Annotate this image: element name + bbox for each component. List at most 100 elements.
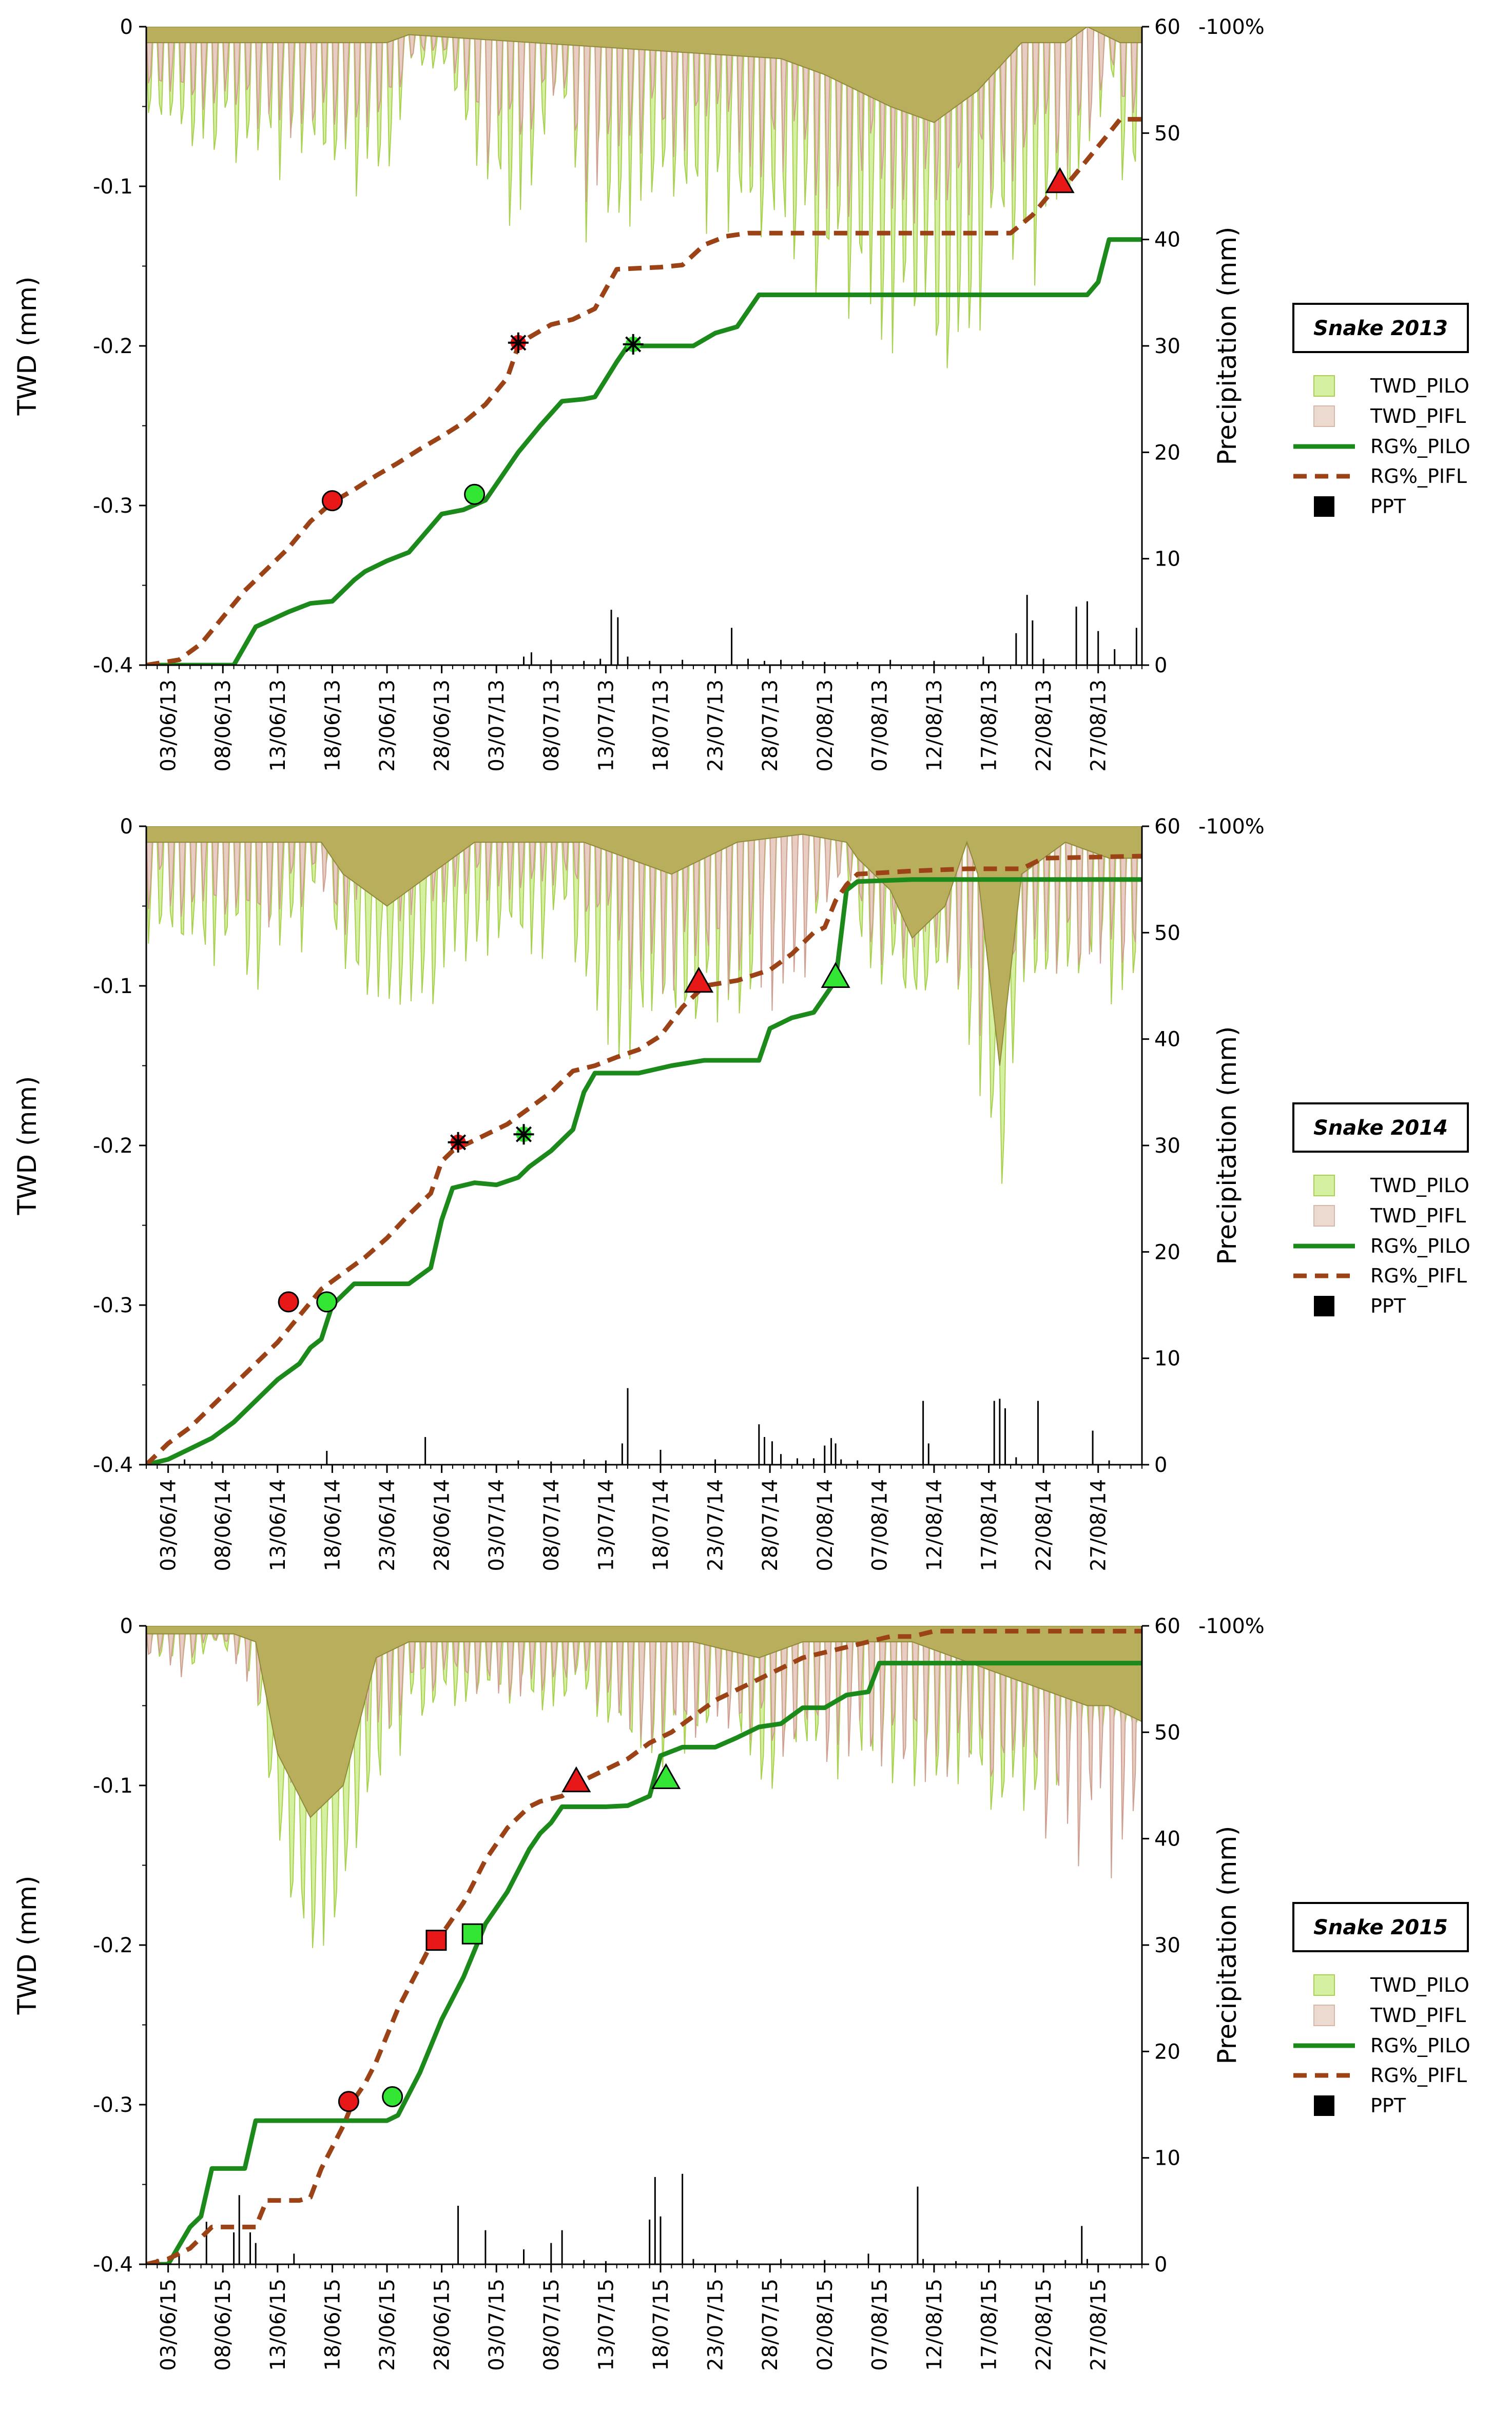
legend: Snake 2013 TWD_PILO TWD_PIFL RG%_PILO RG%_PI… <box>1292 303 1470 518</box>
x-tick-label: 08/06/13 <box>211 679 235 772</box>
x-tick-label: 02/08/14 <box>813 1479 837 1571</box>
x-tick-label: 17/08/13 <box>978 679 1001 772</box>
legend-label: RG%_PIFL <box>1370 2064 1467 2087</box>
legend-title: Snake 2014 <box>1313 1116 1448 1140</box>
left-tick-label: -0.2 <box>93 1934 133 1957</box>
x-tick-label: 07/08/14 <box>868 1479 891 1571</box>
legend-label: PPT <box>1370 1295 1406 1317</box>
x-tick-label: 23/06/13 <box>376 679 399 772</box>
x-tick-label: 03/06/14 <box>157 1479 181 1571</box>
x-tick-label: 07/08/13 <box>868 679 891 772</box>
marker-triangle <box>1045 167 1075 193</box>
x-tick-label: 23/07/14 <box>704 1479 728 1571</box>
x-tick-label: 12/08/14 <box>923 1479 946 1571</box>
right-tick-label: 30 <box>1154 1934 1180 1957</box>
x-tick-label: 22/08/14 <box>1032 1479 1056 1571</box>
x-tick-label: 12/08/15 <box>923 2279 946 2371</box>
legend-label: PPT <box>1370 2094 1406 2117</box>
star-ray <box>515 1126 532 1142</box>
right-tick-label: 10 <box>1154 1347 1180 1371</box>
right-tick-label: 60 <box>1154 1615 1180 1638</box>
marker-star-rays <box>448 1132 469 1153</box>
x-tick-label: 13/06/13 <box>266 679 290 772</box>
right-tick-label: 60 <box>1154 815 1180 839</box>
marker-triangle <box>561 1766 591 1793</box>
left-tick-label: 0 <box>120 815 133 839</box>
chart-panel-3: 0 -0.1 -0.2 -0.3 -0.4 60 50 40 30 20 10 0 -100% 03/06… <box>12 1615 1470 2371</box>
left-axis-label: TWD (mm) <box>12 1876 42 2015</box>
x-tick-label: 08/07/14 <box>540 1479 564 1571</box>
star-ray <box>510 335 527 351</box>
legend: Snake 2015 TWD_PILO TWD_PIFL RG%_PILO RG%_PI… <box>1292 1902 1470 2117</box>
left-tick-label: -0.3 <box>93 494 133 518</box>
right-tick-label: 50 <box>1154 921 1180 945</box>
x-tick-label: 22/08/15 <box>1032 2279 1056 2371</box>
left-tick-label: -0.1 <box>93 975 133 998</box>
twd-base-area <box>146 1626 1142 1818</box>
right-tick-label: 0 <box>1154 654 1167 677</box>
left-axis-label: TWD (mm) <box>12 1076 42 1216</box>
left-tick-label: -0.1 <box>93 175 133 199</box>
legend-swatch-twd-pifl <box>1313 1205 1335 1227</box>
left-tick-label: -0.3 <box>93 2093 133 2117</box>
marker-star-rays <box>623 334 644 355</box>
plot-area <box>146 27 1142 665</box>
x-tick-label: 12/08/13 <box>923 679 946 772</box>
right-tick-label: 0 <box>1154 1453 1167 1477</box>
x-tick-label: 28/07/15 <box>759 2279 782 2371</box>
right-top-label: -100% <box>1198 1615 1265 1638</box>
x-tick-label: 28/07/13 <box>759 679 782 772</box>
x-tick-label: 13/07/13 <box>594 679 618 772</box>
x-tick-label: 08/07/13 <box>540 679 564 772</box>
x-tick-label: 23/07/15 <box>704 2279 728 2371</box>
legend-swatch-twd-pifl <box>1313 2005 1335 2026</box>
rg-pifl-line <box>146 853 1142 1465</box>
x-tick-label: 02/08/15 <box>813 2279 837 2371</box>
right-tick-label: 40 <box>1154 1828 1180 1851</box>
marker-square <box>425 1930 447 1951</box>
x-tick-label: 28/06/13 <box>431 679 454 772</box>
left-tick-label: -0.4 <box>93 654 133 677</box>
x-tick-label: 13/07/15 <box>594 2279 618 2371</box>
legend-title: Snake 2015 <box>1313 1916 1448 1939</box>
x-tick-label: 13/06/14 <box>266 1479 290 1571</box>
x-tick-label: 23/06/14 <box>376 1479 399 1571</box>
left-tick-label: -0.2 <box>93 335 133 358</box>
twd-base-area <box>146 826 1142 1066</box>
marker-circle <box>278 1291 299 1313</box>
legend-swatch-twd-pilo <box>1313 1175 1335 1196</box>
x-tick-label: 23/06/15 <box>376 2279 399 2371</box>
legend-label: TWD_PIFL <box>1370 2004 1466 2027</box>
right-tick-label: 10 <box>1154 548 1180 571</box>
marker-triangle <box>821 962 850 988</box>
x-tick-label: 03/06/13 <box>157 679 181 772</box>
marker-circle <box>338 2091 359 2112</box>
x-tick-label: 17/08/14 <box>978 1479 1001 1571</box>
x-tick-label: 27/08/13 <box>1087 679 1111 772</box>
left-tick-label: -0.4 <box>93 2253 133 2277</box>
x-tick-label: 23/07/13 <box>704 679 728 772</box>
star-ray <box>450 1134 467 1151</box>
left-tick-label: 0 <box>120 15 133 39</box>
x-tick-label: 18/07/14 <box>649 1479 673 1571</box>
legend-label: RG%_PILO <box>1370 1235 1470 1257</box>
x-tick-label: 18/06/15 <box>321 2279 344 2371</box>
star-ray <box>625 336 642 353</box>
legend-label: RG%_PILO <box>1370 2034 1470 2057</box>
x-tick-label: 27/08/14 <box>1087 1479 1111 1571</box>
x-tick-label: 28/07/14 <box>759 1479 782 1571</box>
x-tick-label: 27/08/15 <box>1087 2279 1111 2371</box>
right-tick-label: 50 <box>1154 122 1180 145</box>
right-top-label: -100% <box>1198 15 1265 39</box>
left-tick-label: -0.1 <box>93 1774 133 1798</box>
left-axis-label: TWD (mm) <box>12 277 42 416</box>
marker-triangle <box>651 1763 681 1790</box>
marker-circle <box>382 2086 403 2107</box>
rg-pilo-line <box>146 237 1142 665</box>
plot-area <box>146 1626 1142 2264</box>
right-tick-label: 60 <box>1154 15 1180 39</box>
marker-triangle <box>684 966 714 993</box>
x-tick-label: 08/06/14 <box>211 1479 235 1571</box>
x-tick-label: 28/06/15 <box>431 2279 454 2371</box>
